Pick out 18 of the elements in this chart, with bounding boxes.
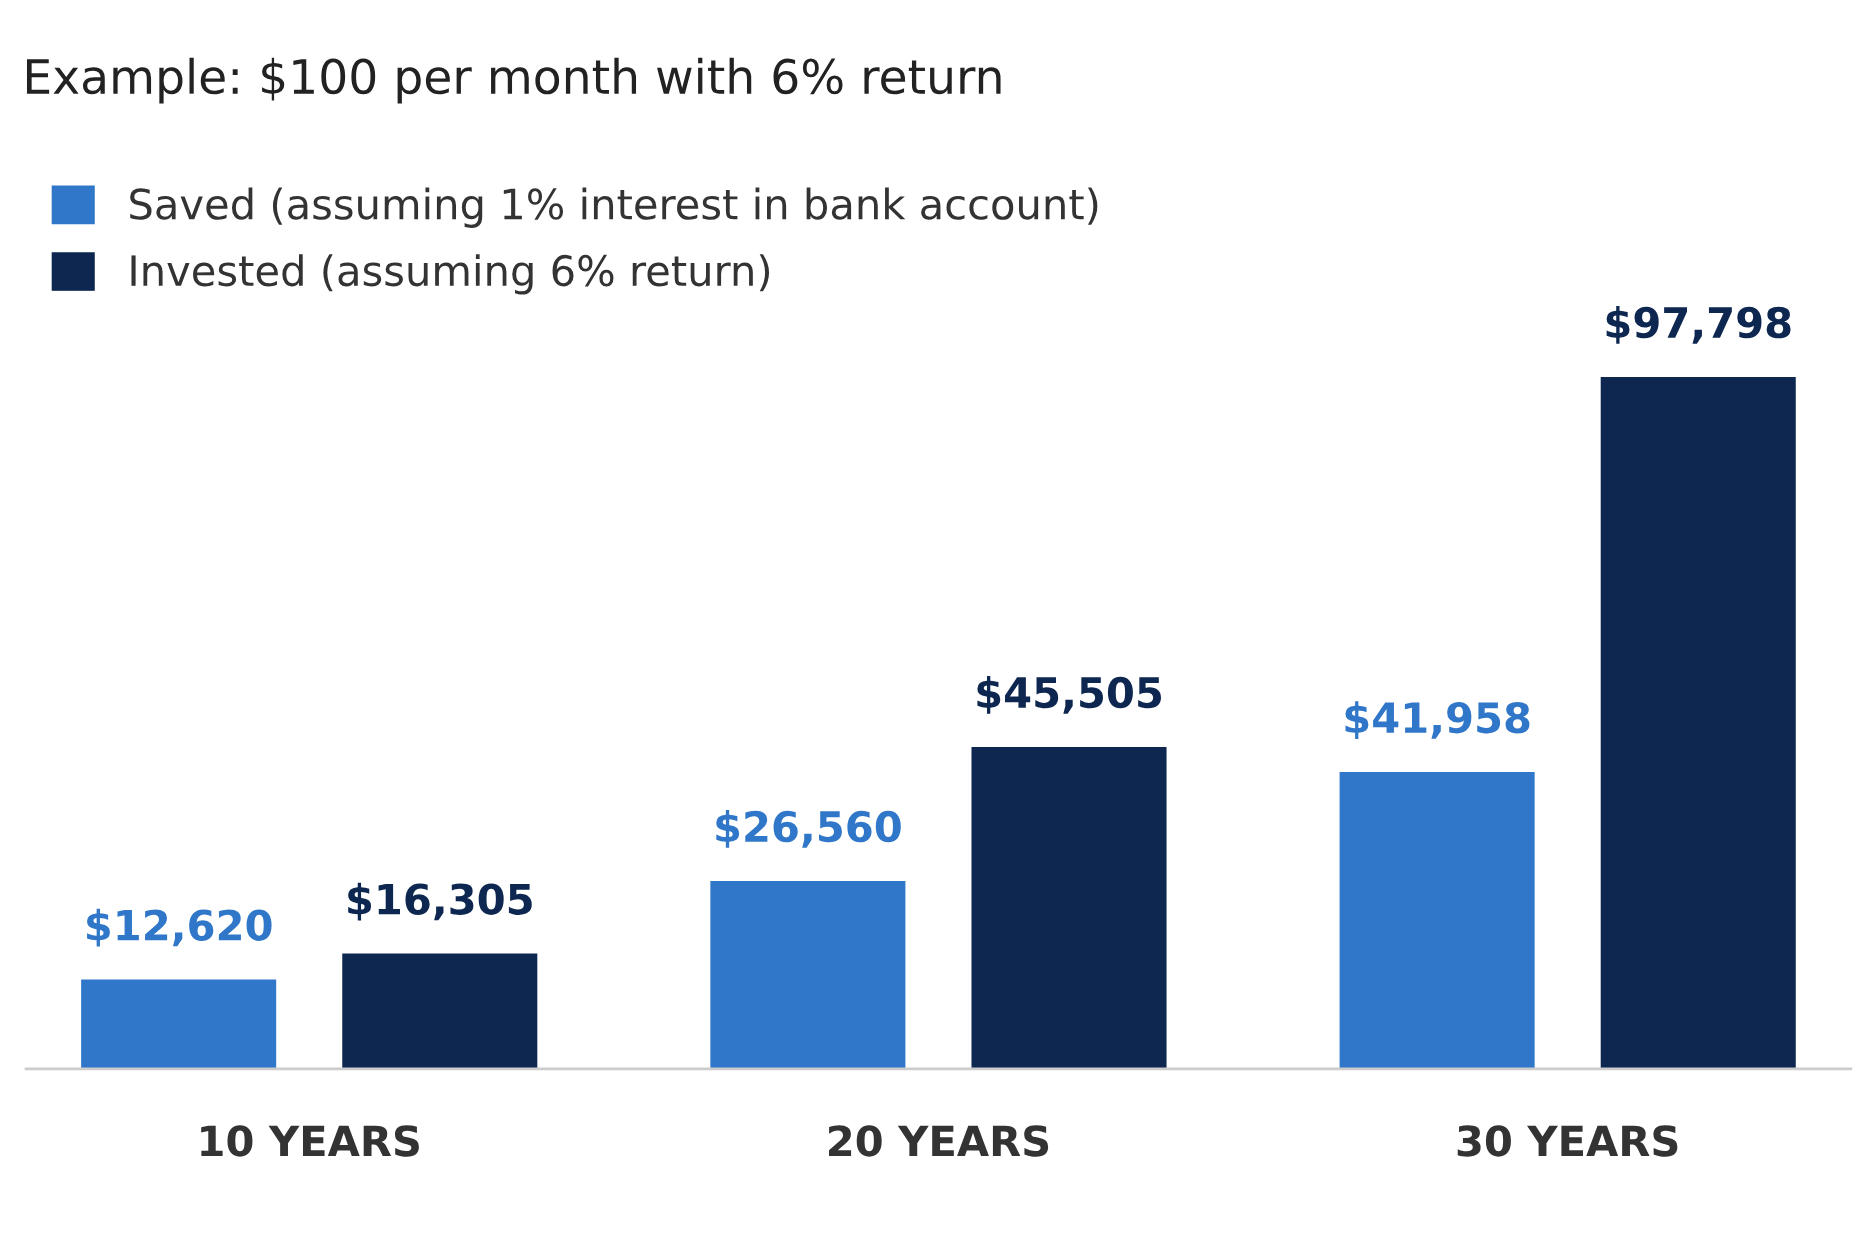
bar <box>1600 376 1796 1069</box>
x-tick-label: 20 YEARS <box>829 1125 1049 1157</box>
legend-label: Invested (assuming 6% return) <box>131 254 770 295</box>
chart-title: Example: $100 per month with 6% return <box>26 57 1001 104</box>
x-tick-label: 10 YEARS <box>201 1125 419 1157</box>
bar <box>81 979 277 1069</box>
data-label: $97,798 <box>1606 306 1791 344</box>
bar <box>971 746 1167 1069</box>
x-tick-label: 30 YEARS <box>1457 1125 1678 1157</box>
legend-label: Saved (assuming 1% interest in bank account) <box>130 187 1098 228</box>
data-label: $12,620 <box>87 908 272 947</box>
data-label: $45,505 <box>977 676 1161 714</box>
data-label: $16,305 <box>348 882 532 921</box>
data-label: $26,560 <box>716 810 901 848</box>
bar <box>342 953 538 1069</box>
data-label: $41,958 <box>1345 701 1530 739</box>
bar <box>710 880 906 1069</box>
bar <box>1339 772 1535 1069</box>
